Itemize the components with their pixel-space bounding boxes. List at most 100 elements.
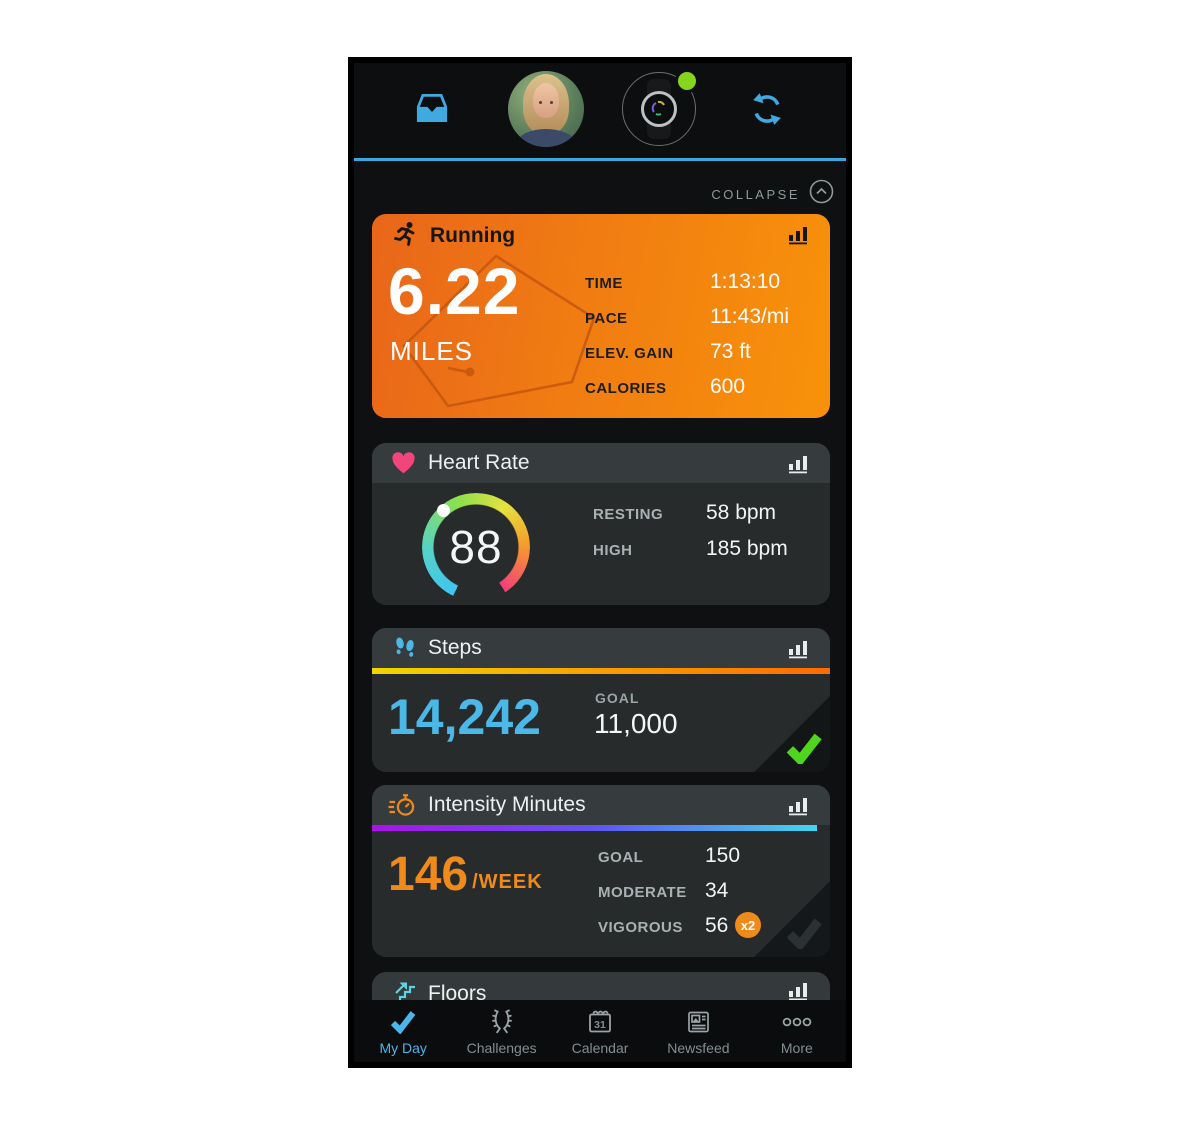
stat-label: RESTING bbox=[593, 506, 664, 523]
avatar-face bbox=[533, 83, 559, 118]
nav-label: More bbox=[780, 1040, 813, 1056]
avatar-eye bbox=[539, 101, 542, 104]
device-connected-dot bbox=[675, 69, 699, 93]
intensity-number: 146 bbox=[388, 848, 469, 901]
more-dots-icon bbox=[782, 1009, 812, 1035]
footprints-icon bbox=[392, 635, 418, 666]
steps-chart-icon[interactable] bbox=[788, 639, 810, 659]
intensity-value: 146 /WEEK bbox=[388, 851, 543, 899]
heart-rate-gauge-marker bbox=[437, 504, 450, 517]
nav-item-challenges[interactable]: Challenges bbox=[452, 1000, 550, 1062]
collapse-button[interactable]: COLLAPSE bbox=[711, 179, 834, 209]
running-stat-row: ELEV. GAIN 73 ft bbox=[585, 340, 825, 366]
profile-avatar[interactable] bbox=[508, 71, 584, 147]
runner-icon bbox=[392, 221, 418, 252]
heart-rate-chart-icon[interactable] bbox=[788, 454, 810, 474]
heart-icon bbox=[391, 452, 416, 480]
top-bar bbox=[354, 63, 846, 158]
stat-value: 34 bbox=[705, 879, 729, 902]
card-intensity-minutes[interactable]: Intensity Minutes 146 /WEEK GOAL 150 bbox=[372, 785, 830, 957]
avatar-eye bbox=[550, 101, 553, 104]
nav-item-newsfeed[interactable]: Newsfeed bbox=[649, 1000, 747, 1062]
running-stat-row: CALORIES 600 bbox=[585, 375, 825, 401]
intensity-progress-bar bbox=[372, 825, 817, 831]
accent-divider bbox=[354, 158, 846, 161]
stat-label: VIGOROUS bbox=[598, 919, 683, 936]
running-stat-row: PACE 11:43/mi bbox=[585, 305, 825, 331]
card-heart-rate[interactable]: Heart Rate 88 RESTING 58 bpm bbox=[372, 443, 830, 605]
steps-card-title: Steps bbox=[428, 636, 482, 659]
intensity-stat-row: VIGOROUS 56 bbox=[598, 914, 828, 940]
stat-value: 56 bbox=[705, 914, 729, 937]
heart-rate-stat-row: RESTING 58 bpm bbox=[593, 501, 823, 527]
stat-value: 73 ft bbox=[710, 340, 751, 363]
stat-label: PACE bbox=[585, 310, 628, 327]
intensity-stat-row: MODERATE 34 bbox=[598, 879, 828, 905]
running-card-title: Running bbox=[430, 224, 516, 247]
stat-label: GOAL bbox=[598, 849, 644, 866]
heart-rate-stat-row: HIGH 185 bpm bbox=[593, 537, 823, 563]
calendar-day-number: 31 bbox=[594, 1019, 606, 1031]
nav-label: Newsfeed bbox=[667, 1040, 730, 1056]
steps-progress-bar bbox=[372, 668, 830, 674]
intensity-stat-row: GOAL 150 bbox=[598, 844, 828, 870]
device-ring bbox=[622, 72, 696, 146]
inbox-button[interactable] bbox=[416, 93, 448, 123]
steps-goal-value: 11,000 bbox=[594, 708, 678, 739]
intensity-unit: /WEEK bbox=[472, 871, 543, 893]
running-chart-icon[interactable] bbox=[788, 225, 810, 245]
heart-rate-card-header: Heart Rate bbox=[372, 443, 830, 483]
sync-button[interactable] bbox=[750, 92, 784, 126]
phone-frame: COLLAPSE bbox=[348, 57, 852, 1068]
my-day-check-icon bbox=[388, 1009, 418, 1035]
inbox-icon bbox=[416, 94, 448, 127]
stat-value: 58 bpm bbox=[706, 501, 777, 524]
goal-met-check-icon bbox=[786, 732, 822, 767]
stopwatch-icon bbox=[388, 793, 416, 823]
collapse-label: COLLAPSE bbox=[711, 186, 800, 202]
bottom-nav: My Day Challenges bbox=[354, 1000, 846, 1062]
stat-value: 185 bpm bbox=[706, 537, 788, 560]
nav-label: Calendar bbox=[571, 1040, 629, 1056]
watch-face bbox=[641, 91, 677, 127]
running-distance-value: 6.22 bbox=[388, 254, 521, 328]
stat-label: TIME bbox=[585, 275, 623, 292]
stat-label: CALORIES bbox=[585, 380, 667, 397]
intensity-chart-icon[interactable] bbox=[788, 796, 810, 816]
stat-value: 11:43/mi bbox=[710, 305, 789, 328]
calendar-icon: 31 bbox=[585, 1009, 615, 1035]
card-steps[interactable]: Steps 14,242 GOAL 11,000 bbox=[372, 628, 830, 772]
steps-card-header: Steps bbox=[372, 628, 830, 668]
steps-value: 14,242 bbox=[388, 689, 541, 745]
card-running[interactable]: Running 6.22 MILES TIME 1:13:10 bbox=[372, 214, 830, 418]
intensity-card-header: Intensity Minutes bbox=[372, 785, 830, 825]
heart-rate-gauge: 88 bbox=[422, 493, 530, 601]
avatar-shoulders bbox=[518, 129, 574, 147]
running-distance-unit: MILES bbox=[390, 336, 474, 366]
stat-label: MODERATE bbox=[598, 884, 687, 901]
stat-label: HIGH bbox=[593, 542, 633, 559]
sync-icon bbox=[750, 93, 784, 130]
nav-label: Challenges bbox=[466, 1040, 537, 1056]
heart-rate-current: 88 bbox=[449, 521, 503, 573]
chevron-up-circle-icon bbox=[809, 179, 834, 209]
stat-label: ELEV. GAIN bbox=[585, 345, 674, 362]
floors-card-title: Floors bbox=[428, 982, 487, 1005]
nav-label: My Day bbox=[379, 1040, 427, 1056]
vigorous-multiplier-badge: x2 bbox=[735, 912, 761, 938]
newsfeed-icon bbox=[683, 1009, 713, 1035]
device-button[interactable] bbox=[622, 69, 699, 146]
stat-value: 150 bbox=[705, 844, 741, 867]
goal-pending-check-icon bbox=[786, 917, 822, 952]
app-screen: COLLAPSE bbox=[354, 63, 846, 1062]
heart-rate-card-title: Heart Rate bbox=[428, 451, 530, 474]
stat-value: 600 bbox=[710, 375, 746, 398]
intensity-card-title: Intensity Minutes bbox=[428, 793, 586, 816]
running-stat-row: TIME 1:13:10 bbox=[585, 270, 825, 296]
nav-item-more[interactable]: More bbox=[748, 1000, 846, 1062]
running-card-header: Running bbox=[372, 214, 830, 254]
nav-item-calendar[interactable]: 31 Calendar bbox=[551, 1000, 649, 1062]
nav-item-my-day[interactable]: My Day bbox=[354, 1000, 452, 1062]
floors-chart-icon[interactable] bbox=[788, 981, 810, 1001]
